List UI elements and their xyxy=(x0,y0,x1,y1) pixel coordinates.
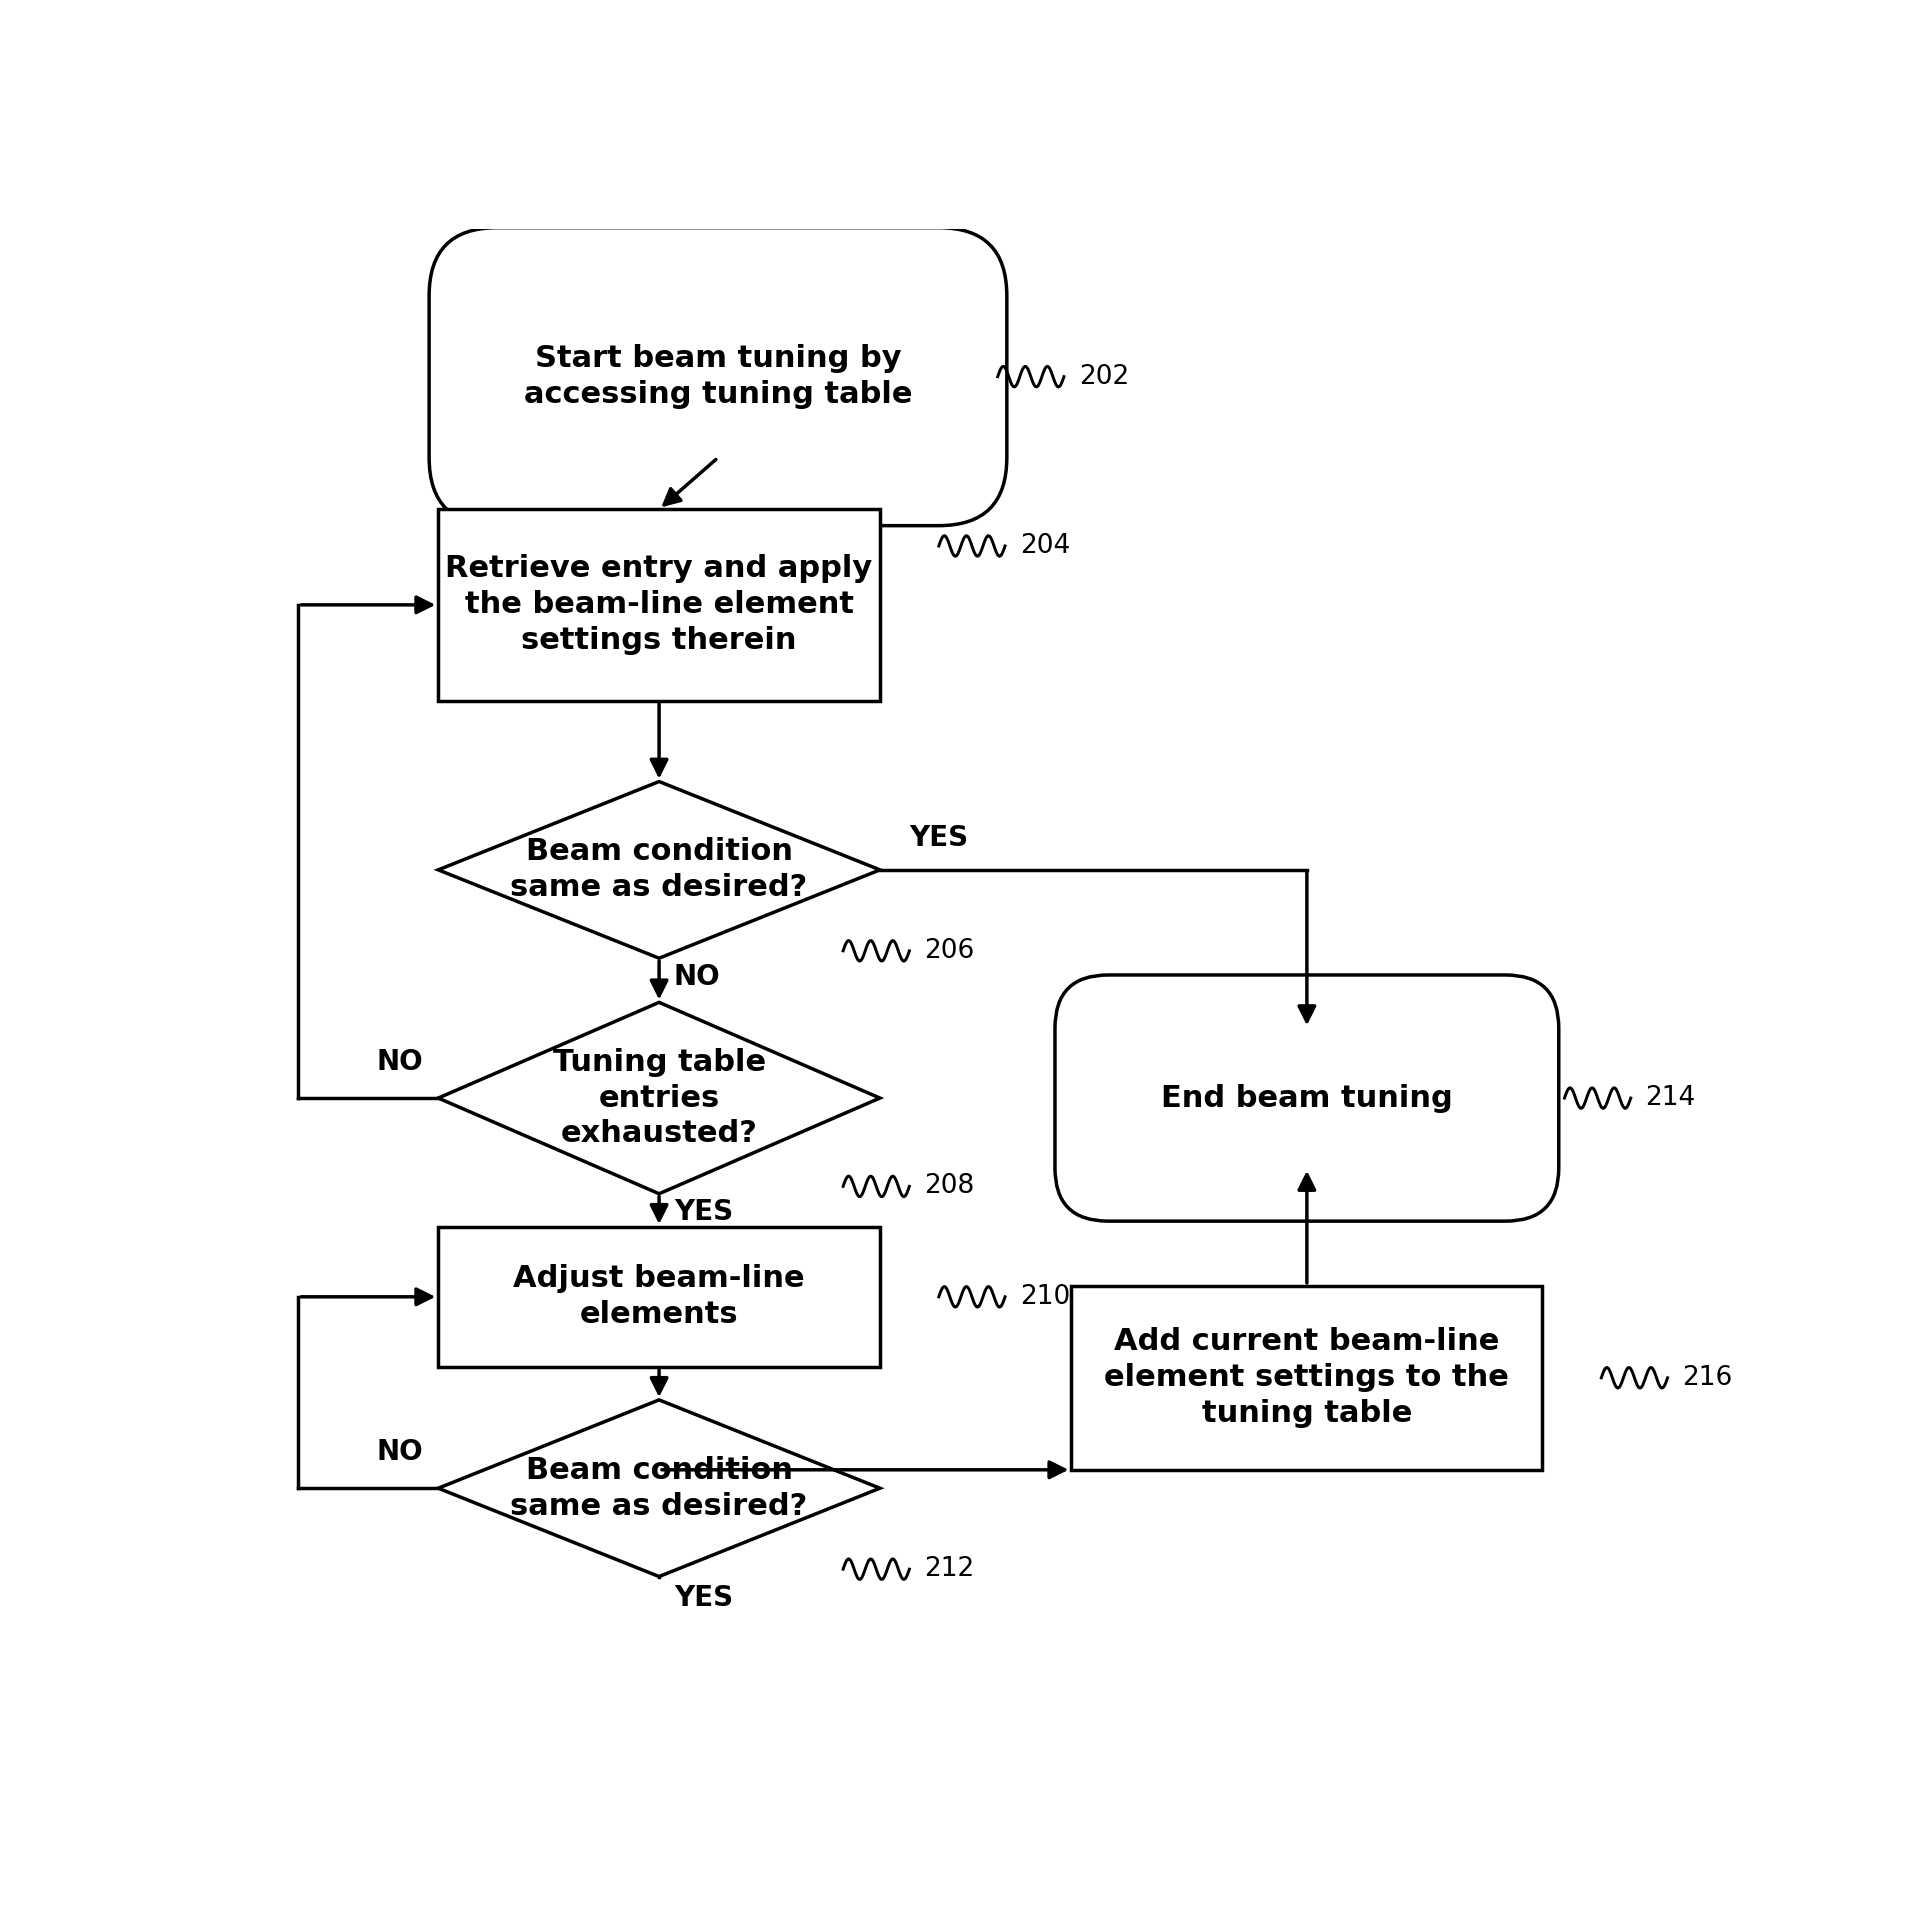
Text: 206: 206 xyxy=(924,939,974,964)
Text: 210: 210 xyxy=(1020,1283,1070,1310)
Text: 212: 212 xyxy=(924,1556,974,1581)
Text: Beam condition
same as desired?: Beam condition same as desired? xyxy=(510,1455,807,1520)
Bar xyxy=(1072,1285,1542,1470)
Text: Beam condition
same as desired?: Beam condition same as desired? xyxy=(510,837,807,902)
Polygon shape xyxy=(437,782,880,958)
Text: 216: 216 xyxy=(1682,1365,1732,1390)
Text: YES: YES xyxy=(909,824,969,853)
Polygon shape xyxy=(437,1400,880,1577)
FancyBboxPatch shape xyxy=(1055,975,1559,1222)
Text: NO: NO xyxy=(378,1438,424,1467)
Text: NO: NO xyxy=(673,962,721,990)
Text: NO: NO xyxy=(378,1048,424,1076)
Bar xyxy=(437,509,880,700)
Bar xyxy=(437,1228,880,1367)
Text: Retrieve entry and apply
the beam-line element
settings therein: Retrieve entry and apply the beam-line e… xyxy=(445,554,873,656)
Text: 202: 202 xyxy=(1078,363,1130,390)
Text: 208: 208 xyxy=(924,1174,974,1199)
Text: YES: YES xyxy=(673,1199,733,1226)
Text: End beam tuning: End beam tuning xyxy=(1160,1084,1452,1113)
Text: Tuning table
entries
exhausted?: Tuning table entries exhausted? xyxy=(552,1048,765,1149)
Text: Add current beam-line
element settings to the
tuning table: Add current beam-line element settings t… xyxy=(1105,1327,1509,1428)
Polygon shape xyxy=(437,1002,880,1193)
Text: 204: 204 xyxy=(1020,533,1070,558)
Text: YES: YES xyxy=(673,1583,733,1612)
FancyBboxPatch shape xyxy=(430,228,1007,526)
Text: Start beam tuning by
accessing tuning table: Start beam tuning by accessing tuning ta… xyxy=(524,344,913,409)
Text: Adjust beam-line
elements: Adjust beam-line elements xyxy=(514,1264,806,1329)
Text: 214: 214 xyxy=(1646,1086,1696,1111)
